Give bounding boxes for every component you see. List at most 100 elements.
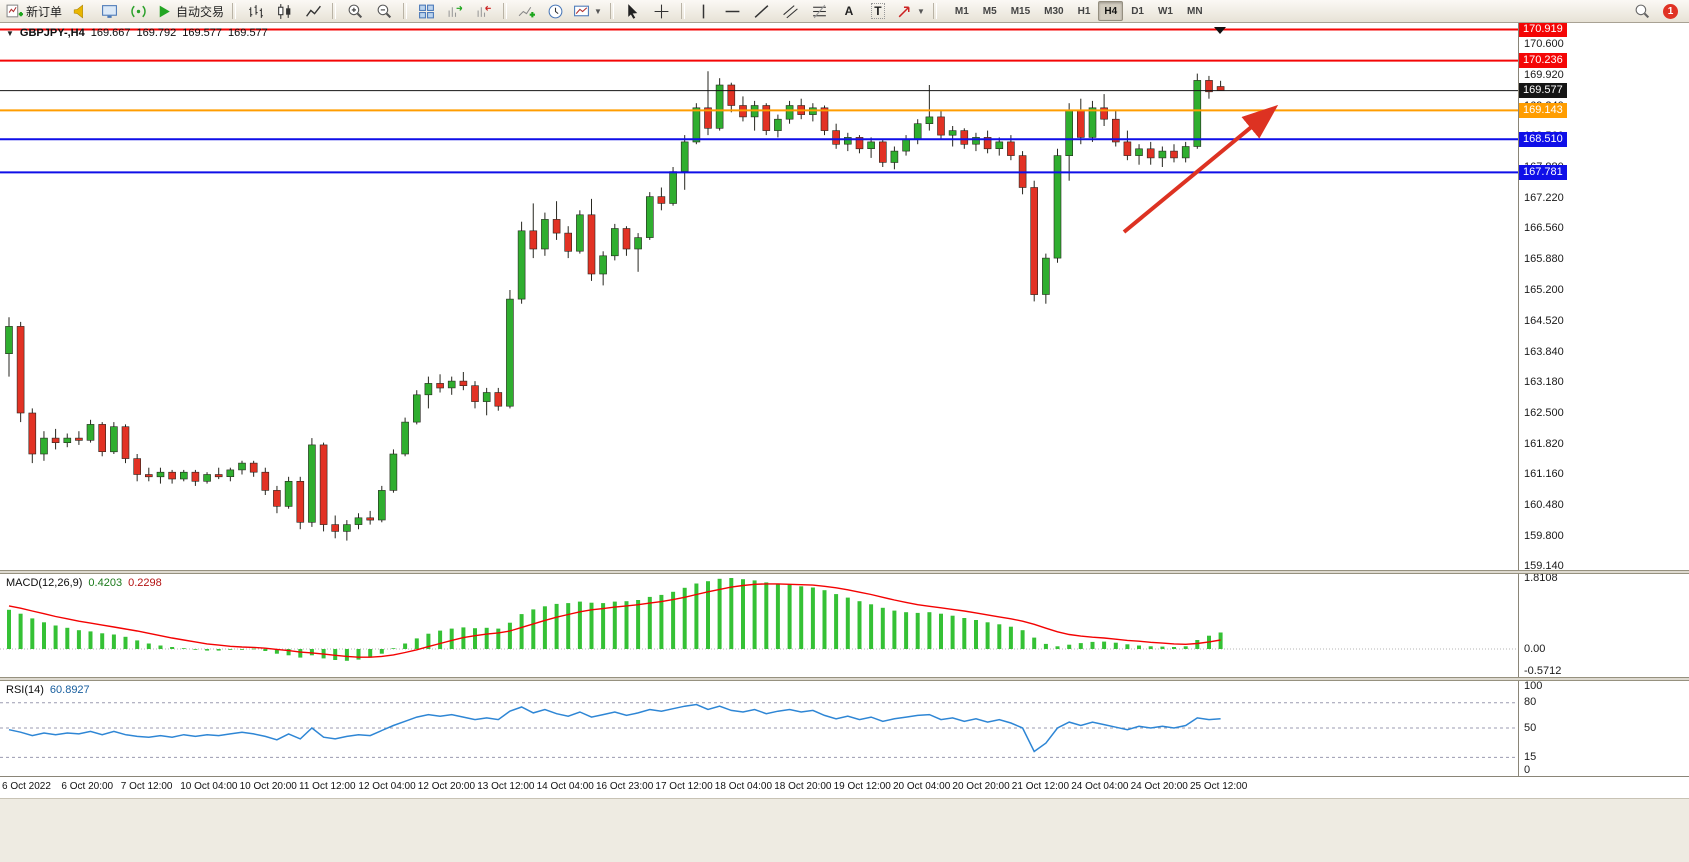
- tile-windows-button[interactable]: [412, 0, 440, 22]
- fibonacci-button[interactable]: [806, 0, 834, 22]
- macd-bar: [403, 643, 408, 649]
- templates-button[interactable]: ▼: [570, 0, 605, 22]
- zoom-out-button[interactable]: [370, 0, 398, 22]
- indicators-button[interactable]: [512, 0, 540, 22]
- candle: [517, 230, 526, 300]
- macd-bar: [857, 601, 862, 649]
- metaeditor-button[interactable]: [66, 0, 94, 22]
- candle: [902, 139, 910, 152]
- time-axis-label: 20 Oct 04:00: [893, 781, 951, 792]
- zoom-in-button[interactable]: [341, 0, 369, 22]
- macd-bar: [1183, 646, 1188, 649]
- rsi-panel[interactable]: [0, 681, 1518, 776]
- trendline-button[interactable]: [748, 0, 776, 22]
- chart-symbol-line: ▼ GBPJPY-,H4 169.667 169.792 169.577 169…: [6, 27, 268, 39]
- time-axis-label: 21 Oct 12:00: [1011, 781, 1070, 792]
- macd-bar: [333, 649, 338, 660]
- chevron-down-icon: ▼: [916, 6, 925, 16]
- candle: [785, 105, 794, 120]
- macd-bar: [76, 630, 81, 649]
- ohlc-low: 169.577: [182, 27, 223, 39]
- trendline-icon: [755, 4, 769, 18]
- candle: [657, 196, 666, 204]
- macd-bar: [729, 578, 734, 649]
- timeframe-button-h4[interactable]: H4: [1098, 1, 1124, 21]
- periods-button[interactable]: [541, 0, 569, 22]
- horizontal-line-button[interactable]: [719, 0, 747, 22]
- candlestick-chart-button[interactable]: [270, 0, 298, 22]
- auto-scroll-button[interactable]: [441, 0, 469, 22]
- pane-separator[interactable]: [0, 677, 1689, 681]
- autotrading-button[interactable]: 自动交易: [153, 0, 227, 22]
- macd-bar: [904, 612, 909, 649]
- macd-bar: [1055, 646, 1060, 649]
- timeframe-button-m30[interactable]: M30: [1044, 5, 1064, 17]
- timeframe-button-m5[interactable]: M5: [982, 5, 997, 17]
- autotrading-play-icon: [159, 5, 170, 17]
- candle: [1112, 118, 1120, 143]
- timeframe-button-m15[interactable]: M15: [1010, 5, 1031, 17]
- candle: [156, 471, 165, 478]
- candle: [1053, 155, 1062, 259]
- macd-bar: [810, 587, 815, 649]
- vertical-line-icon: [703, 4, 705, 18]
- price-tag: 167.781: [1519, 164, 1567, 180]
- current-bar-marker: [1214, 27, 1226, 34]
- label-button[interactable]: T: [864, 0, 892, 22]
- candle: [436, 383, 444, 389]
- main-price-chart[interactable]: [0, 24, 1518, 570]
- trend-arrow[interactable]: [1122, 104, 1279, 234]
- time-axis-label: 19 Oct 12:00: [833, 781, 891, 792]
- time-axis[interactable]: 6 Oct 2022 6 Oct 20:00 7 Oct 12:00 10 Oct 0…: [0, 776, 1689, 798]
- macd-bar: [251, 648, 256, 650]
- candle: [5, 326, 13, 354]
- candle: [1146, 148, 1155, 159]
- macd-bar: [752, 580, 757, 649]
- candle: [727, 84, 736, 106]
- macd-bar: [274, 649, 279, 654]
- timeframe-button-h1[interactable]: H1: [1077, 5, 1091, 17]
- candle: [249, 462, 258, 473]
- candle: [226, 469, 235, 477]
- channel-button[interactable]: [777, 0, 805, 22]
- candle: [645, 196, 654, 238]
- notification-badge[interactable]: 1: [1663, 3, 1678, 19]
- macd-value-signal: 0.2298: [128, 577, 162, 589]
- toolbar-separator: [609, 3, 614, 19]
- macd-bar: [356, 649, 361, 660]
- candle: [983, 137, 992, 150]
- candle: [1088, 107, 1097, 138]
- crosshair-icon: [655, 4, 669, 18]
- rsi-scale-label: 100: [1524, 679, 1543, 692]
- search-button[interactable]: [1628, 0, 1656, 22]
- candle: [1216, 86, 1225, 91]
- vertical-line-button[interactable]: [690, 0, 718, 22]
- new-order-button[interactable]: 新订单: [3, 0, 65, 22]
- macd-bar: [1008, 626, 1013, 649]
- macd-bar: [1172, 647, 1176, 649]
- bar-chart-button[interactable]: [241, 0, 269, 22]
- macd-bar: [694, 583, 699, 649]
- line-chart-button[interactable]: [299, 0, 327, 22]
- timeframe-button-m1[interactable]: M1: [954, 5, 969, 17]
- price-axis[interactable]: 170.600169.920169.240168.560167.880167.2…: [1518, 22, 1689, 776]
- time-axis-label: 12 Oct 20:00: [417, 781, 476, 792]
- timeframe-button-d1[interactable]: D1: [1131, 5, 1144, 17]
- macd-bar: [240, 649, 244, 650]
- timeframe-button-mn[interactable]: MN: [1186, 5, 1203, 17]
- arrows-button[interactable]: ▼: [893, 0, 928, 22]
- macd-bar: [1137, 645, 1141, 649]
- text-button[interactable]: A: [835, 0, 863, 22]
- macd-bar: [985, 622, 990, 649]
- candle: [1135, 148, 1143, 156]
- chart-shift-button[interactable]: [470, 0, 498, 22]
- pane-separator[interactable]: [0, 570, 1689, 574]
- timeframe-button-w1[interactable]: W1: [1157, 5, 1173, 17]
- macd-panel[interactable]: [0, 574, 1518, 677]
- signals-button[interactable]: [124, 0, 152, 22]
- cursor-button[interactable]: [619, 0, 647, 22]
- candle: [843, 137, 852, 145]
- crosshair-button[interactable]: [648, 0, 676, 22]
- chart-window-button[interactable]: [95, 0, 123, 22]
- macd-bar: [438, 630, 443, 649]
